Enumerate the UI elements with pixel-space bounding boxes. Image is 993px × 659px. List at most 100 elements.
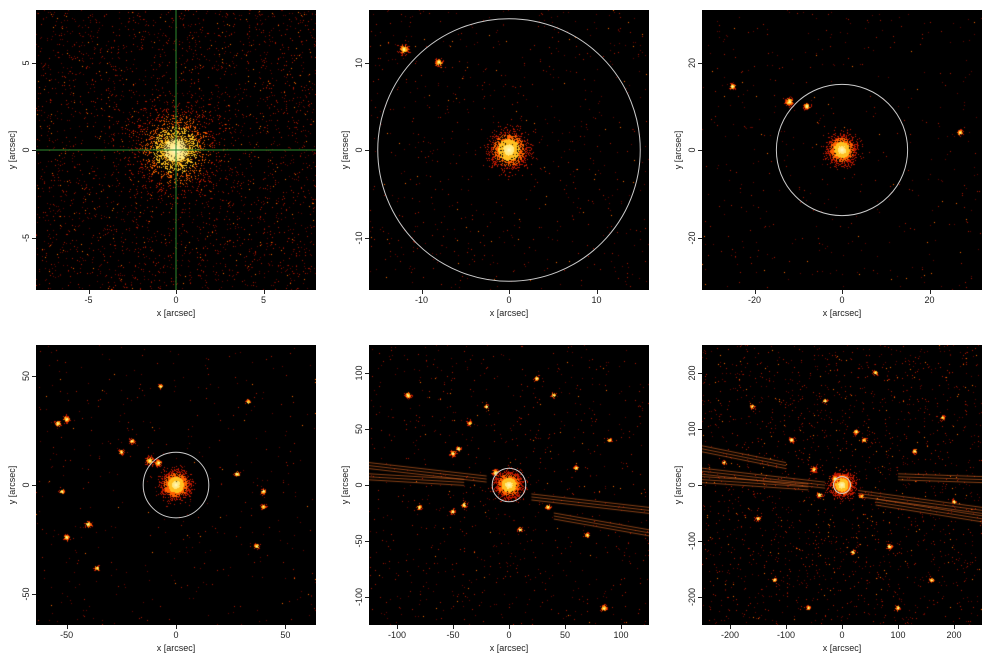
y-tick-label: -50 (21, 587, 31, 601)
y-tick-mark (365, 373, 369, 374)
x-tick-mark (66, 625, 68, 629)
overlay (833, 476, 851, 494)
x-tick-mark (730, 625, 731, 629)
y-tick-label: 0 (354, 482, 364, 488)
y-tick-mark (365, 62, 369, 64)
y-axis-label: y [arcsec] (340, 465, 350, 505)
x-tick-label: 0 (839, 295, 845, 305)
overlay (377, 18, 641, 282)
y-tick-mark (32, 485, 36, 486)
y-tick-label: -10 (354, 230, 364, 245)
x-tick-mark (898, 625, 899, 629)
overlay (36, 10, 316, 290)
x-axis-label: x [arcsec] (156, 308, 196, 318)
x-tick-label: 10 (591, 295, 602, 305)
y-tick-label: 50 (354, 423, 364, 435)
x-tick-label: -100 (776, 630, 796, 640)
x-tick-label: -5 (84, 295, 93, 305)
y-tick-mark (32, 594, 36, 596)
x-axis-label: x [arcsec] (822, 643, 862, 653)
y-tick-label: 10 (354, 57, 364, 68)
overlay (142, 451, 210, 519)
x-tick-label: 20 (924, 295, 935, 305)
photon-map (369, 345, 649, 625)
y-tick-label: 200 (687, 365, 697, 381)
xray-image (36, 10, 316, 290)
x-tick-label: 0 (839, 630, 845, 640)
x-tick-mark (842, 625, 843, 629)
y-tick-mark (698, 541, 702, 542)
overlay (775, 83, 909, 217)
x-tick-label: 0 (506, 630, 512, 640)
aperture-circle (142, 451, 210, 519)
x-tick-mark (176, 625, 177, 629)
overlay (491, 467, 527, 503)
x-tick-mark (176, 290, 177, 294)
y-axis-label: y [arcsec] (673, 130, 683, 170)
x-tick-mark (509, 625, 510, 629)
y-tick-mark (365, 597, 369, 598)
y-tick-mark (32, 375, 36, 377)
y-tick-mark (32, 150, 36, 151)
y-tick-label: -5 (21, 233, 31, 242)
x-tick-mark (929, 290, 931, 294)
x-tick-mark (263, 290, 265, 294)
x-tick-label: -50 (446, 630, 460, 640)
x-tick-mark (397, 625, 398, 629)
photon-map (36, 345, 316, 625)
y-tick-mark (365, 237, 369, 239)
y-tick-label: 0 (21, 147, 31, 153)
x-tick-mark (786, 625, 787, 629)
y-tick-mark (698, 429, 702, 430)
y-tick-mark (698, 237, 702, 239)
x-tick-mark (954, 625, 955, 629)
x-tick-mark (453, 625, 454, 629)
xray-image (702, 10, 982, 290)
x-tick-mark (621, 625, 622, 629)
y-axis-label: y [arcsec] (340, 130, 350, 170)
x-tick-mark (754, 290, 756, 294)
y-tick-label: 0 (21, 482, 31, 488)
xray-image (369, 10, 649, 290)
x-tick-mark (509, 290, 510, 294)
y-tick-label: -20 (687, 230, 697, 245)
y-tick-mark (32, 62, 36, 64)
y-tick-label: -100 (687, 531, 697, 551)
x-tick-label: 100 (890, 630, 906, 640)
aperture-circle (833, 476, 851, 494)
aperture-circle (775, 83, 909, 217)
photon-map (369, 10, 649, 290)
y-tick-mark (698, 150, 702, 151)
y-tick-label: 20 (687, 57, 697, 68)
y-tick-mark (698, 373, 702, 374)
y-axis-label: y [arcsec] (673, 465, 683, 505)
x-axis-label: x [arcsec] (489, 643, 529, 653)
x-tick-mark (285, 625, 287, 629)
y-tick-label: -200 (687, 587, 697, 607)
x-tick-label: -200 (720, 630, 740, 640)
x-tick-mark (596, 290, 598, 294)
y-axis-label: y [arcsec] (7, 130, 17, 170)
aperture-circle (491, 467, 527, 503)
y-tick-label: -50 (354, 534, 364, 548)
x-axis-label: x [arcsec] (489, 308, 529, 318)
x-tick-label: 5 (260, 295, 267, 305)
y-tick-label: 0 (687, 482, 697, 488)
y-tick-label: 0 (354, 147, 364, 153)
x-tick-mark (421, 290, 423, 294)
x-tick-mark (842, 290, 843, 294)
y-tick-label: 100 (687, 421, 697, 437)
aperture-circle (377, 18, 641, 282)
x-tick-label: 0 (173, 295, 179, 305)
y-tick-mark (365, 485, 369, 486)
photon-map (702, 345, 982, 625)
x-tick-mark (565, 625, 566, 629)
x-tick-label: -50 (60, 630, 74, 640)
y-tick-mark (698, 597, 702, 598)
photon-map (702, 10, 982, 290)
x-tick-label: 100 (613, 630, 629, 640)
xray-image (369, 345, 649, 625)
y-axis-label: y [arcsec] (7, 465, 17, 505)
x-tick-label: 50 (280, 630, 291, 640)
x-tick-mark (88, 290, 90, 294)
